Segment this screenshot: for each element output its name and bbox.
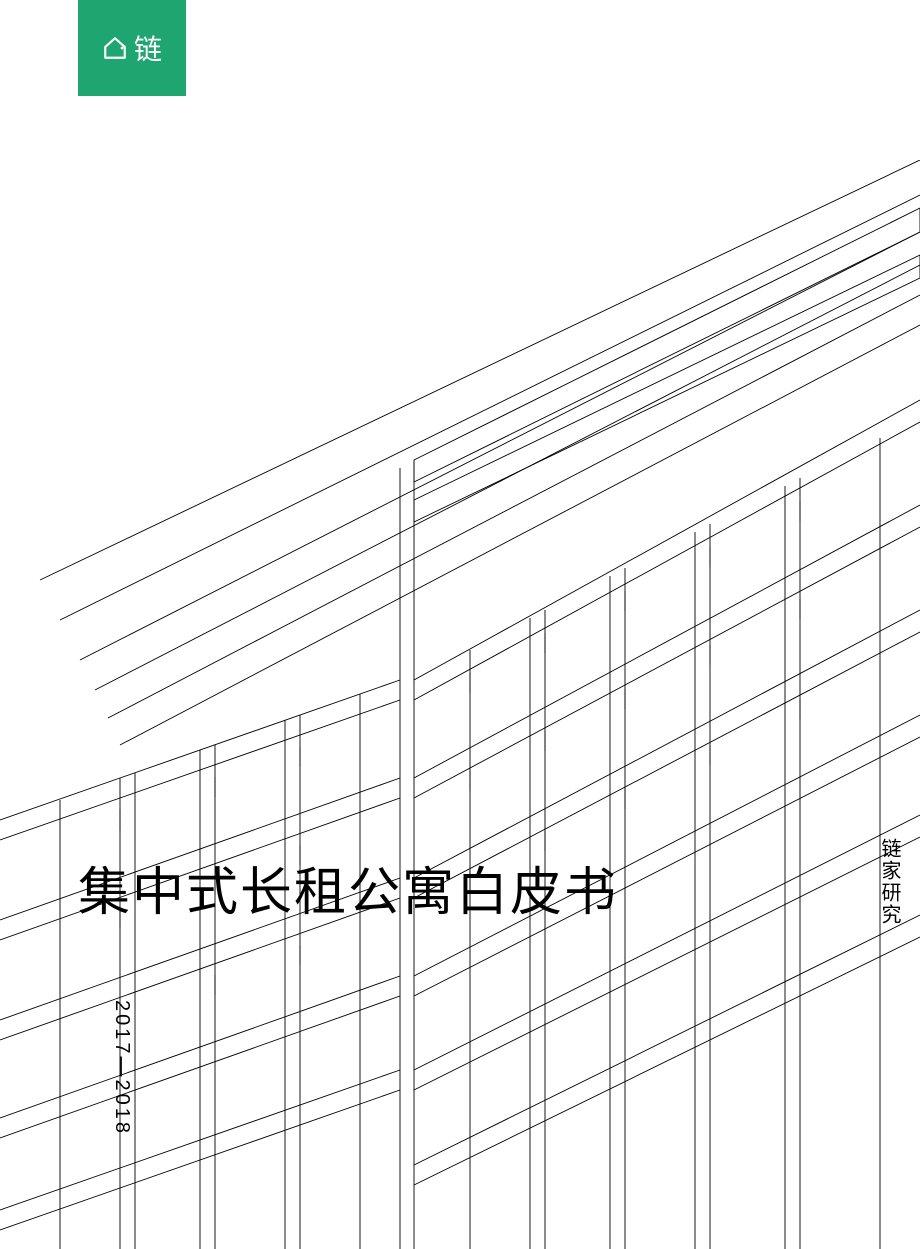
building-wireframe-illustration bbox=[0, 160, 920, 1249]
brand-logo-text: 链 bbox=[134, 28, 162, 68]
house-icon bbox=[102, 35, 128, 61]
publisher-label: 链家研究 bbox=[875, 838, 904, 926]
document-title: 集中式长租公寓白皮书 bbox=[78, 850, 618, 925]
date-range-label: 2017—2018 bbox=[110, 1000, 133, 1136]
brand-logo-badge: 链 bbox=[78, 0, 186, 96]
